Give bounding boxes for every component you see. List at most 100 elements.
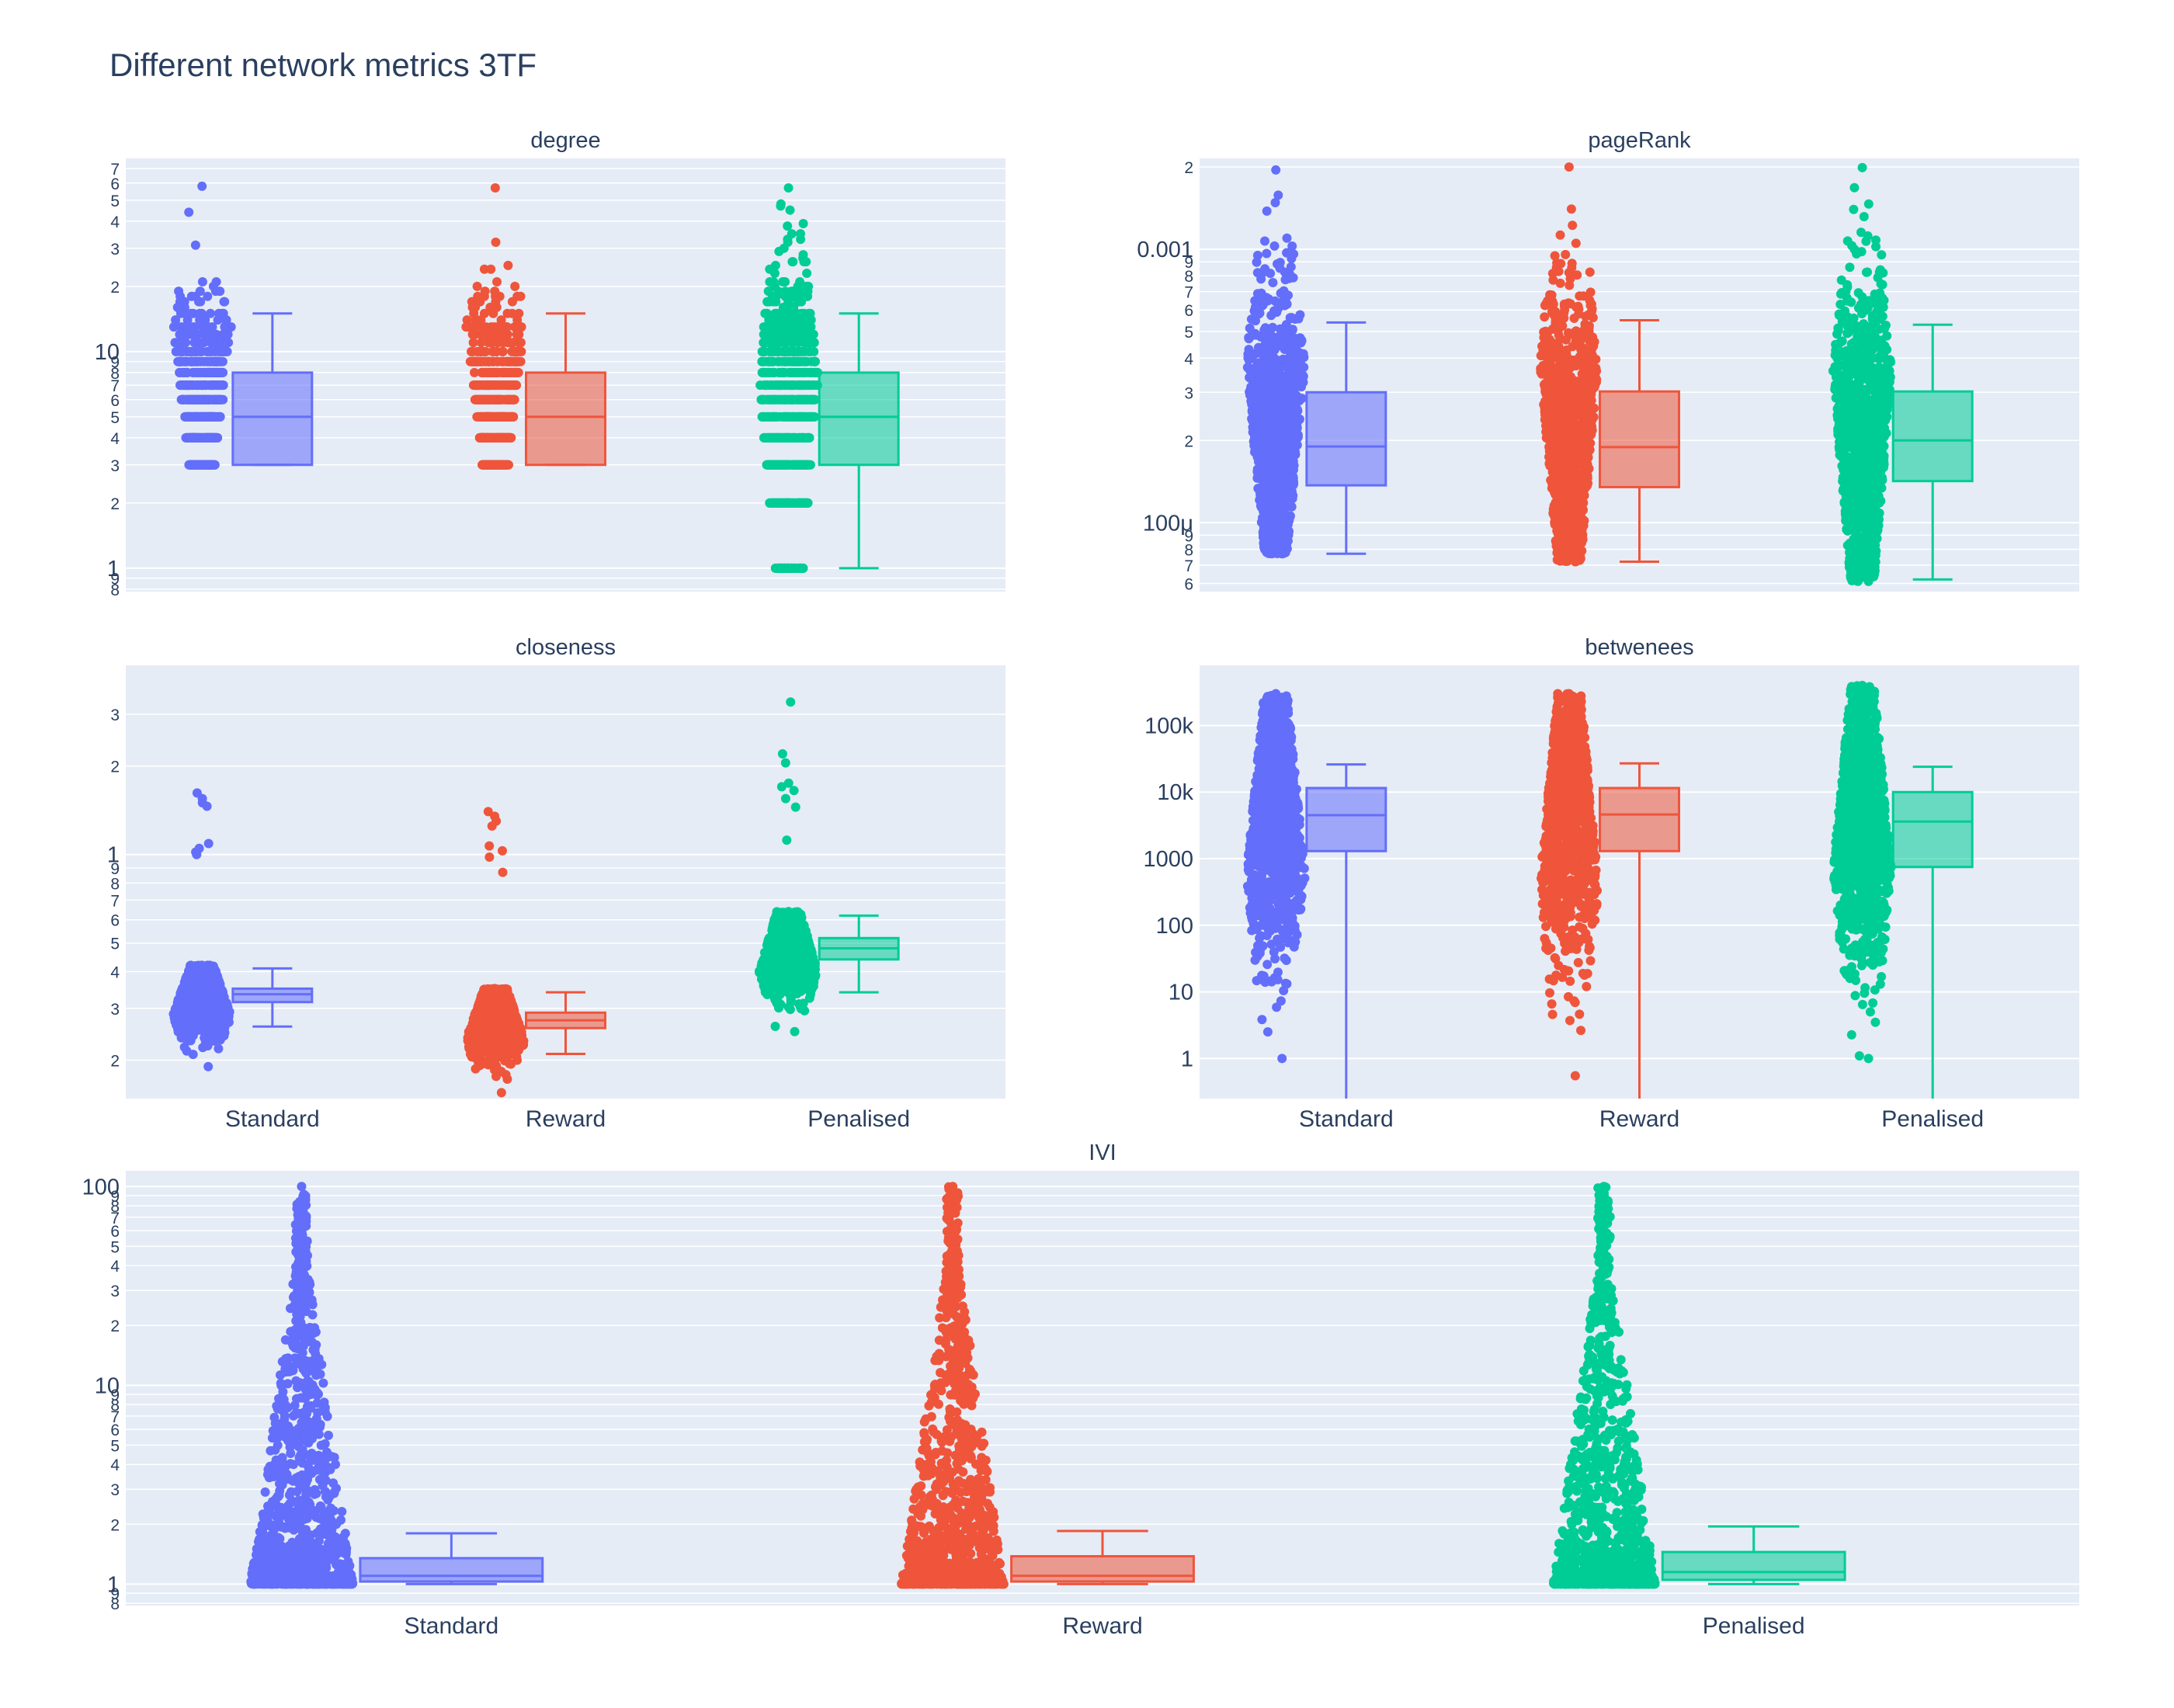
data-point	[210, 356, 220, 366]
data-point	[787, 257, 797, 267]
data-point	[1295, 366, 1305, 376]
data-point	[507, 297, 517, 307]
data-point	[802, 338, 812, 348]
data-point	[783, 432, 793, 443]
box-standard	[231, 312, 314, 467]
data-point	[186, 346, 196, 356]
data-point	[791, 291, 801, 301]
data-point	[475, 394, 484, 404]
data-point	[493, 338, 503, 348]
data-point	[486, 367, 496, 377]
data-point	[1266, 538, 1276, 547]
data-point	[484, 432, 495, 443]
data-point	[770, 308, 780, 318]
data-point	[802, 380, 812, 391]
data-point	[1287, 241, 1297, 251]
data-point	[466, 322, 476, 332]
data-point	[1273, 259, 1282, 269]
data-point	[780, 291, 790, 301]
data-point	[1269, 241, 1280, 251]
data-point	[480, 329, 489, 339]
data-point	[777, 356, 787, 366]
data-point	[476, 338, 486, 348]
data-point	[177, 346, 187, 356]
data-point	[1274, 366, 1284, 376]
data-point	[770, 260, 780, 270]
data-point	[807, 394, 817, 404]
data-point	[492, 277, 502, 286]
data-point	[790, 563, 800, 573]
data-point	[789, 302, 799, 312]
data-point	[795, 432, 805, 443]
y-tick-label: 8	[110, 581, 120, 599]
data-point	[203, 346, 213, 356]
data-point	[1289, 249, 1299, 259]
data-point	[516, 322, 526, 332]
data-point	[1280, 340, 1290, 350]
y-tick-label: 8	[1184, 268, 1193, 286]
data-point	[762, 322, 771, 332]
data-point	[1294, 348, 1304, 358]
data-point	[1287, 425, 1297, 435]
data-point	[206, 432, 216, 443]
data-point	[803, 291, 813, 301]
data-point	[486, 264, 496, 274]
data-point	[194, 356, 204, 366]
data-point	[1250, 445, 1260, 454]
y-tick-label: 6	[1184, 302, 1193, 320]
data-point	[1256, 489, 1266, 499]
data-point	[492, 356, 502, 366]
iqr-box	[818, 371, 900, 467]
data-point	[488, 394, 498, 404]
data-point	[504, 380, 514, 391]
data-point	[786, 367, 796, 377]
data-point	[755, 380, 766, 391]
data-point	[477, 432, 487, 443]
data-point	[790, 329, 800, 339]
data-point	[490, 183, 500, 193]
data-point	[800, 394, 810, 404]
data-point	[186, 308, 196, 318]
data-point	[211, 367, 221, 377]
data-point	[186, 432, 196, 443]
y-tick-label: 9	[110, 354, 120, 372]
data-point	[776, 201, 786, 211]
data-point	[175, 338, 186, 348]
data-point	[757, 411, 767, 422]
data-point	[1280, 401, 1290, 411]
data-point	[1280, 384, 1290, 394]
data-point	[759, 356, 769, 366]
box-standard	[1305, 321, 1387, 555]
data-point	[1257, 391, 1267, 401]
data-point	[1259, 458, 1269, 468]
data-point	[1273, 190, 1283, 200]
data-point	[484, 338, 494, 348]
data-point	[1270, 198, 1280, 207]
data-point	[1262, 296, 1273, 306]
data-point	[1246, 396, 1256, 406]
data-point	[196, 367, 206, 377]
data-point	[475, 356, 485, 366]
y-tick-label: 4	[1184, 350, 1193, 368]
data-point	[794, 322, 804, 332]
data-point	[1273, 334, 1283, 344]
data-point	[800, 329, 811, 339]
data-point	[787, 411, 797, 422]
data-point	[501, 367, 511, 377]
y-tick-label: 3	[1184, 384, 1193, 402]
data-point	[221, 329, 231, 339]
data-point	[186, 460, 196, 470]
y-tick-label: 2	[110, 279, 120, 297]
data-point	[777, 315, 787, 325]
data-point	[478, 380, 488, 391]
data-point	[1591, 354, 1601, 364]
data-point	[488, 411, 498, 422]
data-point	[1283, 436, 1292, 446]
data-point	[469, 308, 479, 318]
data-point	[765, 498, 775, 508]
data-point	[498, 432, 508, 443]
data-point	[1271, 165, 1281, 175]
data-point	[1279, 529, 1289, 538]
data-point	[510, 281, 520, 291]
